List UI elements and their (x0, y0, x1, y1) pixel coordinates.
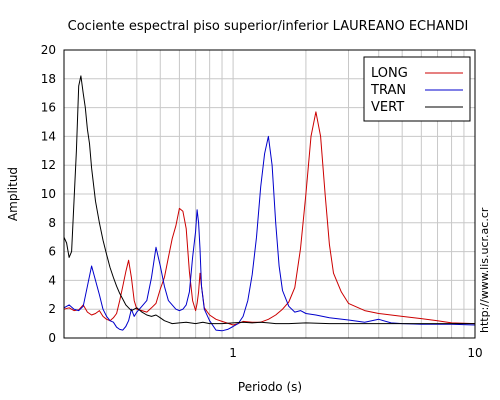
x-axis-label: Periodo (s) (238, 380, 302, 394)
series-layer (63, 75, 476, 332)
x-tick-label: 10 (467, 346, 482, 360)
y-tick-label: 2 (48, 302, 56, 316)
y-tick-label: 6 (48, 245, 56, 259)
legend: LONG TRAN VERT (363, 56, 471, 122)
y-tick-label: 8 (48, 216, 56, 230)
series-line-vert (63, 75, 475, 325)
y-tick-label: 0 (48, 331, 56, 345)
y-axis-label: Amplitud (6, 167, 20, 221)
y-tick-label: 4 (48, 273, 56, 287)
series-line-long (63, 111, 476, 326)
legend-label-vert: VERT (371, 100, 404, 115)
plot-frame (63, 49, 476, 339)
y-tick-label: 16 (41, 101, 56, 115)
y-tick-label: 10 (41, 187, 56, 201)
y-tick-label: 20 (41, 43, 56, 57)
x-tick-label: 1 (229, 346, 237, 360)
legend-label-long: LONG (371, 66, 408, 81)
y-tick-label: 18 (41, 72, 56, 86)
side-url-text: http://www.lis.ucr.ac.cr (478, 207, 491, 333)
y-tick-label: 12 (41, 158, 56, 172)
legend-items: LONG TRAN VERT (370, 66, 463, 115)
legend-box (363, 56, 471, 122)
legend-label-tran: TRAN (370, 83, 406, 98)
tick-labels: 0 2 4 6 8 10 12 14 16 18 20 1 10 (41, 43, 483, 360)
series-line-tran (63, 135, 476, 332)
chart-title: Cociente espectral piso superior/inferio… (68, 19, 469, 34)
y-tick-label: 14 (41, 129, 56, 143)
